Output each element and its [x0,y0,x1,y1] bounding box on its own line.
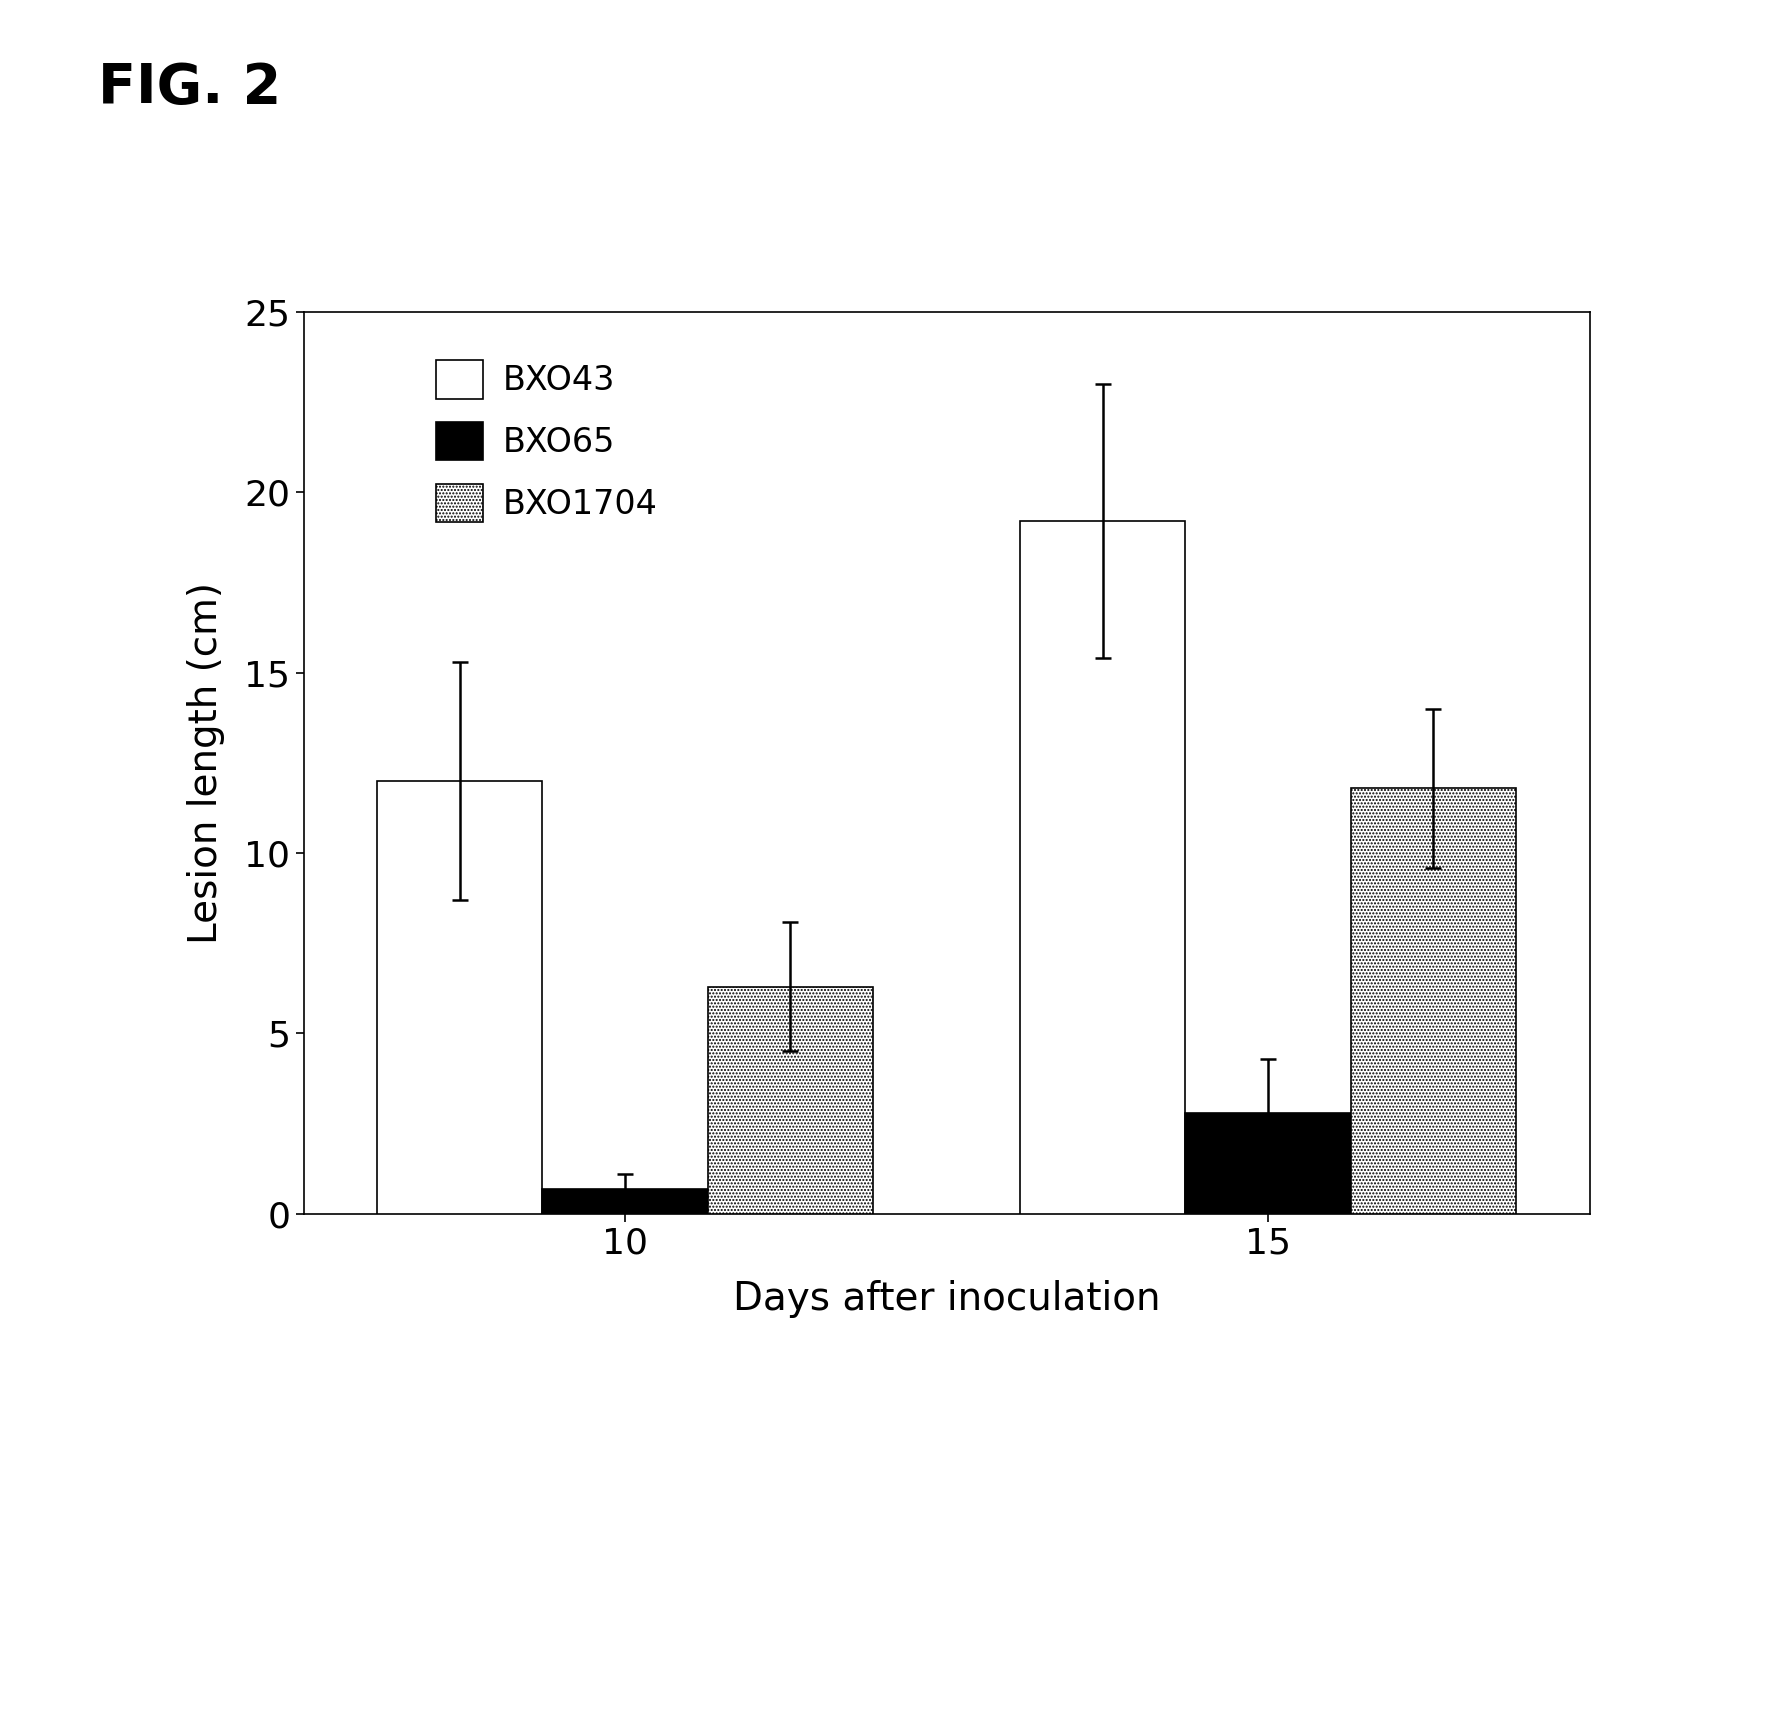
Legend: BXO43, BXO65, BXO1704: BXO43, BXO65, BXO1704 [423,347,672,536]
Bar [1350,789,1516,1214]
Bar [377,780,543,1214]
Bar [1186,1113,1350,1214]
Bar [543,1188,707,1214]
Text: FIG. 2: FIG. 2 [98,61,282,114]
Bar [1020,522,1186,1214]
Bar [707,987,873,1214]
Y-axis label: Lesion length (cm): Lesion length (cm) [188,583,225,943]
X-axis label: Days after inoculation: Days after inoculation [732,1280,1161,1318]
